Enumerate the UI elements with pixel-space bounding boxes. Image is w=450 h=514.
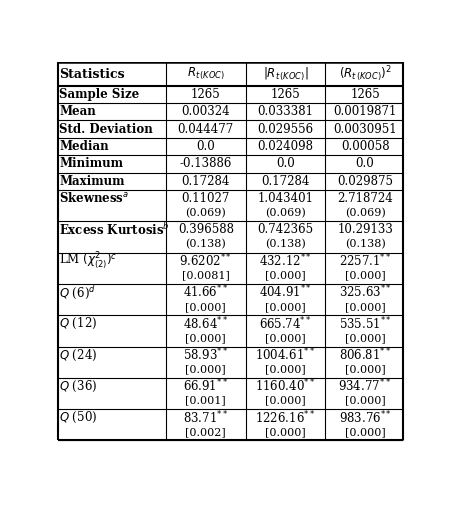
- Text: $Q$ (12): $Q$ (12): [59, 316, 97, 331]
- Text: Skewness$^a$: Skewness$^a$: [59, 191, 129, 206]
- Text: 1226.16$^{**}$: 1226.16$^{**}$: [255, 409, 315, 426]
- Text: [0.002]: [0.002]: [185, 427, 226, 437]
- Text: [0.000]: [0.000]: [185, 333, 226, 343]
- Text: [0.000]: [0.000]: [345, 364, 386, 374]
- Text: [0.000]: [0.000]: [265, 364, 306, 374]
- Text: 806.81$^{**}$: 806.81$^{**}$: [339, 346, 392, 363]
- Text: 66.91$^{**}$: 66.91$^{**}$: [183, 378, 229, 395]
- Text: 1160.40$^{**}$: 1160.40$^{**}$: [255, 378, 315, 395]
- Text: $R_{t\,(KOC)}$: $R_{t\,(KOC)}$: [187, 66, 225, 82]
- Text: $(R_{t\,(KOC)})^2$: $(R_{t\,(KOC)})^2$: [339, 64, 392, 84]
- Text: $Q$ (24): $Q$ (24): [59, 347, 97, 362]
- Text: [0.001]: [0.001]: [185, 396, 226, 406]
- Text: [0.000]: [0.000]: [345, 302, 386, 312]
- Text: [0.000]: [0.000]: [345, 396, 386, 406]
- Text: (0.069): (0.069): [345, 208, 386, 218]
- Text: $Q$ (6)$^d$: $Q$ (6)$^d$: [59, 284, 96, 301]
- Text: 10.29133: 10.29133: [337, 223, 393, 236]
- Text: Minimum: Minimum: [59, 157, 123, 171]
- Text: $Q$ (50): $Q$ (50): [59, 410, 97, 425]
- Text: 0.0: 0.0: [197, 140, 215, 153]
- Text: 0.033381: 0.033381: [257, 105, 313, 118]
- Text: Maximum: Maximum: [59, 175, 125, 188]
- Text: [0.000]: [0.000]: [265, 396, 306, 406]
- Text: [0.000]: [0.000]: [265, 333, 306, 343]
- Text: [0.000]: [0.000]: [185, 364, 226, 374]
- Text: (0.069): (0.069): [265, 208, 306, 218]
- Text: 0.044477: 0.044477: [178, 123, 234, 136]
- Text: 535.51$^{**}$: 535.51$^{**}$: [338, 316, 392, 332]
- Text: $Q$ (36): $Q$ (36): [59, 379, 97, 394]
- Text: 41.66$^{**}$: 41.66$^{**}$: [183, 284, 229, 301]
- Text: 0.0: 0.0: [276, 157, 295, 171]
- Text: Sample Size: Sample Size: [59, 88, 140, 101]
- Text: 1004.61$^{**}$: 1004.61$^{**}$: [255, 346, 315, 363]
- Text: 934.77$^{**}$: 934.77$^{**}$: [338, 378, 392, 395]
- Text: $|R_{t\,(KOC)}|$: $|R_{t\,(KOC)}|$: [263, 65, 308, 83]
- Text: Excess Kurtosis$^b$: Excess Kurtosis$^b$: [59, 222, 170, 237]
- Text: [0.000]: [0.000]: [265, 270, 306, 281]
- Text: 0.11027: 0.11027: [182, 192, 230, 205]
- Text: 48.64$^{**}$: 48.64$^{**}$: [183, 316, 229, 332]
- Text: [0.000]: [0.000]: [345, 333, 386, 343]
- Text: 1265: 1265: [350, 88, 380, 101]
- Text: 0.029556: 0.029556: [257, 123, 314, 136]
- Text: -0.13886: -0.13886: [180, 157, 232, 171]
- Text: 0.17284: 0.17284: [261, 175, 310, 188]
- Text: 0.0030951: 0.0030951: [333, 123, 397, 136]
- Text: [0.000]: [0.000]: [265, 302, 306, 312]
- Text: 83.71$^{**}$: 83.71$^{**}$: [183, 409, 229, 426]
- Text: LM $(\chi^2_{(2)})^c$: LM $(\chi^2_{(2)})^c$: [59, 250, 117, 272]
- Text: 0.396588: 0.396588: [178, 223, 234, 236]
- Text: 58.93$^{**}$: 58.93$^{**}$: [183, 346, 229, 363]
- Text: (0.069): (0.069): [185, 208, 226, 218]
- Text: 0.024098: 0.024098: [257, 140, 313, 153]
- Text: 2.718724: 2.718724: [337, 192, 393, 205]
- Text: 1265: 1265: [270, 88, 300, 101]
- Text: 0.00058: 0.00058: [341, 140, 389, 153]
- Text: 2257.1$^{**}$: 2257.1$^{**}$: [339, 253, 392, 269]
- Text: (0.138): (0.138): [265, 239, 306, 249]
- Text: 0.029875: 0.029875: [337, 175, 393, 188]
- Text: Mean: Mean: [59, 105, 96, 118]
- Text: (0.138): (0.138): [345, 239, 386, 249]
- Text: 404.91$^{**}$: 404.91$^{**}$: [259, 284, 312, 301]
- Text: Median: Median: [59, 140, 108, 153]
- Text: [0.000]: [0.000]: [185, 302, 226, 312]
- Text: Std. Deviation: Std. Deviation: [59, 123, 153, 136]
- Text: Statistics: Statistics: [59, 67, 125, 81]
- Text: 0.742365: 0.742365: [257, 223, 314, 236]
- Text: (0.138): (0.138): [185, 239, 226, 249]
- Text: [0.000]: [0.000]: [345, 270, 386, 281]
- Text: 0.0: 0.0: [356, 157, 374, 171]
- Text: 0.17284: 0.17284: [182, 175, 230, 188]
- Text: [0.000]: [0.000]: [345, 427, 386, 437]
- Text: 9.6202$^{**}$: 9.6202$^{**}$: [180, 253, 232, 269]
- Text: 1.043401: 1.043401: [257, 192, 313, 205]
- Text: [0.0081]: [0.0081]: [182, 270, 230, 281]
- Text: [0.000]: [0.000]: [265, 427, 306, 437]
- Text: 983.76$^{**}$: 983.76$^{**}$: [338, 409, 392, 426]
- Text: 325.63$^{**}$: 325.63$^{**}$: [338, 284, 392, 301]
- Text: 665.74$^{**}$: 665.74$^{**}$: [259, 316, 312, 332]
- Text: 1265: 1265: [191, 88, 221, 101]
- Text: 0.0019871: 0.0019871: [333, 105, 397, 118]
- Text: 0.00324: 0.00324: [181, 105, 230, 118]
- Text: 432.12$^{**}$: 432.12$^{**}$: [259, 253, 312, 269]
